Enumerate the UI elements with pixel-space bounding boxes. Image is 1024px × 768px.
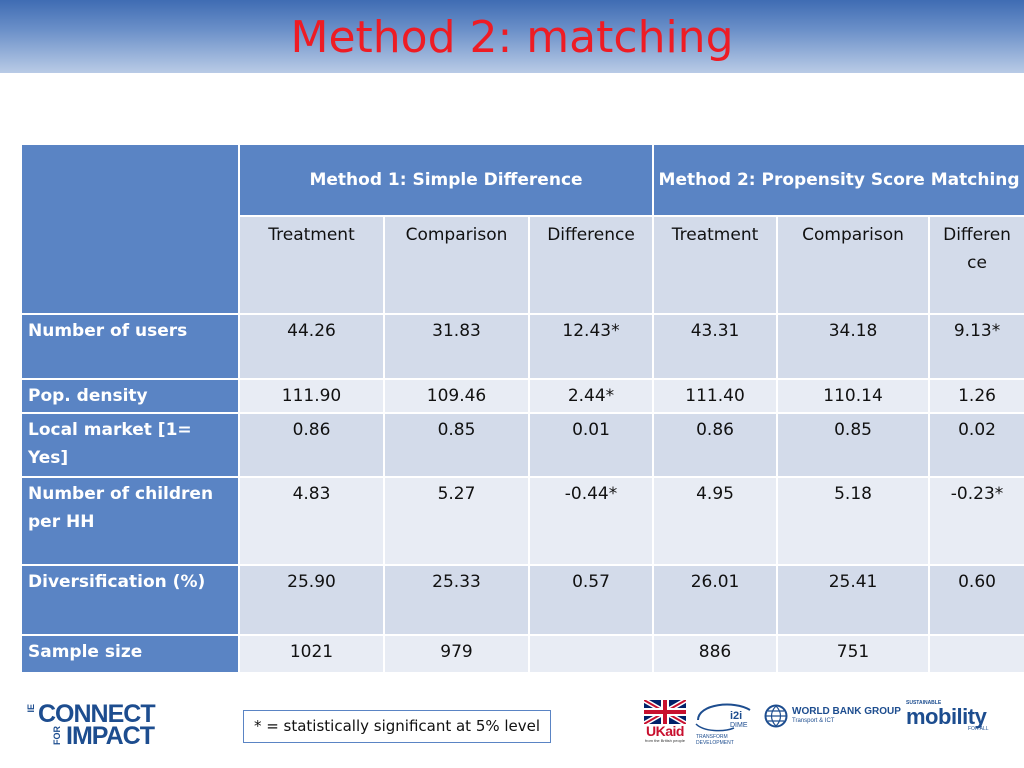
table-cell: 0.86 — [652, 412, 779, 478]
i2i-dime-logo: i2i DIME TRANSFORM DEVELOPMENT — [694, 698, 756, 746]
table-cell: 751 — [776, 634, 931, 674]
significance-note: * = statistically significant at 5% leve… — [243, 710, 551, 743]
i2i-swoosh-icon — [695, 703, 751, 732]
table-cell: 0.02 — [928, 412, 1024, 478]
sustainable-mobility-logo: SUSTAINABLE mobility FOR ALL — [904, 700, 1000, 734]
table-cell: 5.18 — [776, 476, 931, 566]
table-row: Pop. density 111.90 109.46 2.44* 111.40 … — [20, 378, 1024, 414]
table-cell: 25.41 — [776, 564, 931, 636]
table-cell: 0.01 — [527, 412, 655, 478]
results-table: Method 1: Simple Difference Method 2: Pr… — [20, 143, 1024, 674]
title-bar — [0, 0, 1024, 73]
row-label: Number of children per HH — [20, 476, 240, 566]
mobility-text: mobility — [906, 704, 987, 729]
table-cell: 0.85 — [383, 412, 530, 478]
ukaid-tagline: from the British people — [644, 738, 686, 743]
table-row: Number of children per HH 4.83 5.27 -0.4… — [20, 476, 1024, 566]
table-cell: 111.40 — [652, 378, 779, 414]
group-header-method-1: Method 1: Simple Difference — [237, 143, 655, 217]
table-cell: 111.90 — [238, 378, 385, 414]
col-header-difference: Differen ce — [928, 215, 1024, 315]
table-cell: 9.13* — [928, 313, 1024, 380]
ukaid-text: UKaid — [646, 723, 684, 739]
row-label: Local market [1= Yes] — [20, 412, 240, 478]
table-cell: 886 — [652, 634, 779, 674]
col-header-treatment: Treatment — [238, 215, 385, 315]
i2i-text: i2i — [730, 710, 743, 722]
logo-ie-text: IE — [26, 704, 36, 713]
row-label: Number of users — [20, 313, 240, 380]
union-flag-icon — [642, 697, 688, 727]
table-cell: 43.31 — [652, 313, 779, 380]
table-cell — [928, 634, 1024, 674]
col-header-difference: Difference — [527, 215, 655, 315]
table-cell: 4.95 — [652, 476, 779, 566]
table-cell: 110.14 — [776, 378, 931, 414]
table-cell — [527, 634, 655, 674]
for-all-text: FOR ALL — [968, 726, 989, 732]
world-bank-group-logo: WORLD BANK GROUP Transport & ICT — [764, 700, 901, 736]
table-corner — [20, 143, 240, 315]
table-cell: 34.18 — [776, 313, 931, 380]
table-row: Diversification (%) 25.90 25.33 0.57 26.… — [20, 564, 1024, 636]
table-row: Sample size 1021 979 886 751 — [20, 634, 1024, 674]
table-cell: 25.90 — [238, 564, 385, 636]
slide-title: Method 2: matching — [290, 12, 734, 63]
logo-connect-text: CONNECT — [38, 700, 156, 728]
table-cell: 25.33 — [383, 564, 530, 636]
row-label: Diversification (%) — [20, 564, 240, 636]
col-header-comparison: Comparison — [383, 215, 530, 315]
table-cell: 31.83 — [383, 313, 530, 380]
table-cell: 5.27 — [383, 476, 530, 566]
table-cell: 12.43* — [527, 313, 655, 380]
i2i-tagline: TRANSFORM DEVELOPMENT — [696, 734, 734, 746]
table-row: Local market [1= Yes] 0.86 0.85 0.01 0.8… — [20, 412, 1024, 478]
table-cell: 0.85 — [776, 412, 931, 478]
transport-ict-text: Transport & ICT — [792, 718, 835, 724]
table-cell: -0.23* — [928, 476, 1024, 566]
table-cell: 1.26 — [928, 378, 1024, 414]
table-cell: 0.57 — [527, 564, 655, 636]
table-cell: 4.83 — [238, 476, 385, 566]
table-cell: 979 — [383, 634, 530, 674]
table-cell: 2.44* — [527, 378, 655, 414]
dime-text: DIME — [730, 722, 748, 729]
table-cell: 1021 — [238, 634, 385, 674]
col-header-treatment: Treatment — [652, 215, 779, 315]
group-header-method-2: Method 2: Propensity Score Matching — [652, 143, 1024, 217]
table-row: Number of users 44.26 31.83 12.43* 43.31… — [20, 313, 1024, 380]
logo-impact-text: IMPACT — [66, 722, 155, 750]
row-label: Pop. density — [20, 378, 240, 414]
globe-icon — [764, 704, 788, 728]
table-cell: 26.01 — [652, 564, 779, 636]
connect-for-impact-logo: IE CONNECT FOR IMPACT — [26, 700, 186, 752]
table-cell: 0.60 — [928, 564, 1024, 636]
logo-for-text: FOR — [52, 726, 62, 745]
col-header-comparison: Comparison — [776, 215, 931, 315]
world-bank-text: WORLD BANK GROUP — [792, 706, 901, 717]
sustainable-text: SUSTAINABLE — [906, 700, 942, 706]
ukaid-logo: UKaid from the British people — [642, 697, 688, 744]
table-cell: -0.44* — [527, 476, 655, 566]
row-label: Sample size — [20, 634, 240, 674]
table-cell: 44.26 — [238, 313, 385, 380]
table-cell: 0.86 — [238, 412, 385, 478]
table-cell: 109.46 — [383, 378, 530, 414]
